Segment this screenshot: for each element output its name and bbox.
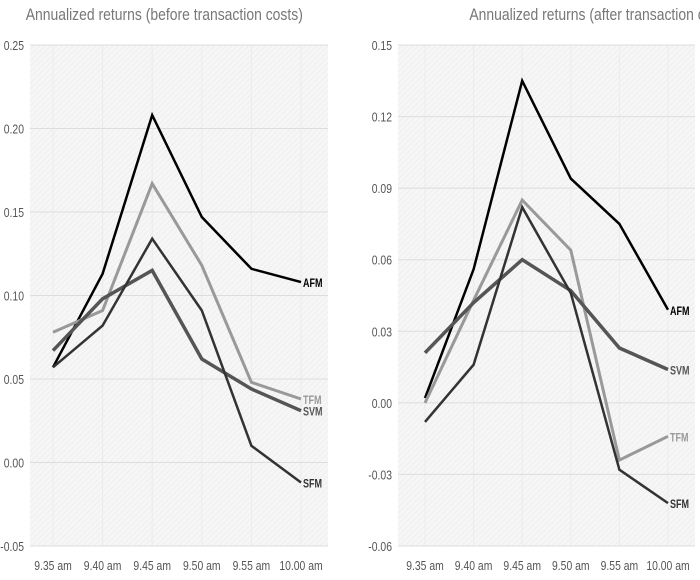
x-tick-label: 9.45 am <box>503 559 541 573</box>
series-label-tfm: TFM <box>670 431 689 445</box>
x-tick-label: 9.55 am <box>233 559 271 573</box>
series-label-sfm: SFM <box>670 498 689 512</box>
series-label-tfm: TFM <box>303 394 322 408</box>
series-line-svm <box>423 257 669 372</box>
y-tick-label: 0.10 <box>4 289 25 303</box>
series-line-sfm <box>424 204 669 505</box>
y-tick-label: 0.20 <box>4 122 25 136</box>
y-tick-label: 0.05 <box>4 373 25 387</box>
x-tick-label: 9.35 am <box>34 559 72 573</box>
x-tick-label: 9.40 am <box>455 559 493 573</box>
series-label-sfm: SFM <box>303 477 322 491</box>
y-tick-label: 0.06 <box>372 254 393 268</box>
y-tick-label: 0.15 <box>4 206 25 220</box>
y-tick-label: 0.09 <box>372 182 392 196</box>
series-line-tfm <box>423 197 669 463</box>
x-tick-label: 9.50 am <box>183 559 221 573</box>
series-line-svm <box>51 268 302 413</box>
chart-title: Annualized returns (before transaction c… <box>26 6 303 25</box>
plot-background <box>398 45 695 546</box>
x-tick-label: 9.45 am <box>133 559 171 573</box>
y-tick-label: -0.03 <box>368 468 392 482</box>
x-tick-label: 9.35 am <box>406 559 444 573</box>
y-tick-label: 0.00 <box>4 456 25 470</box>
series-line-tfm <box>52 180 302 401</box>
y-tick-label: 0.03 <box>372 325 393 339</box>
x-tick-label: 9.40 am <box>84 559 122 573</box>
series-line-afm <box>423 77 670 399</box>
y-tick-label: -0.06 <box>368 540 392 554</box>
y-tick-label: 0.12 <box>372 111 392 125</box>
x-tick-label: 10.00 am <box>646 559 690 573</box>
chart-title: Annualized returns (after transaction co… <box>469 6 700 25</box>
x-tick-label: 9.55 am <box>601 559 639 573</box>
series-label-svm: SVM <box>670 364 690 378</box>
y-tick-label: 0.15 <box>372 39 393 53</box>
series-label-svm: SVM <box>303 406 323 420</box>
x-tick-label: 10.00 am <box>279 559 323 573</box>
y-tick-label: 0.00 <box>372 397 393 411</box>
series-label-afm: AFM <box>670 305 690 319</box>
series-line-afm <box>51 111 302 368</box>
y-tick-label: 0.25 <box>4 39 25 53</box>
series-line-sfm <box>52 236 302 484</box>
y-tick-label: -0.05 <box>0 540 24 554</box>
x-tick-label: 9.50 am <box>552 559 590 573</box>
series-label-afm: AFM <box>303 277 323 291</box>
